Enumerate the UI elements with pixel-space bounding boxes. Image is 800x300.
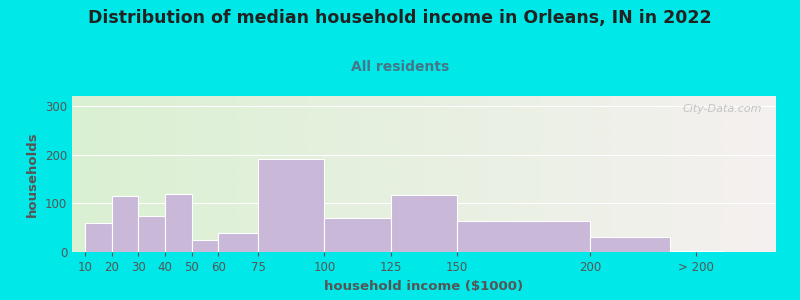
Bar xyxy=(458,221,590,252)
Text: All residents: All residents xyxy=(351,60,449,74)
Bar xyxy=(112,196,138,252)
Bar xyxy=(138,216,165,252)
Y-axis label: households: households xyxy=(26,131,39,217)
Bar xyxy=(165,194,191,252)
Bar xyxy=(86,223,112,252)
Bar xyxy=(390,195,458,252)
Bar xyxy=(590,237,670,252)
Bar xyxy=(218,233,258,252)
Text: Distribution of median household income in Orleans, IN in 2022: Distribution of median household income … xyxy=(88,9,712,27)
X-axis label: household income ($1000): household income ($1000) xyxy=(325,280,523,292)
Bar xyxy=(191,240,218,252)
Text: City-Data.com: City-Data.com xyxy=(682,104,762,114)
Bar xyxy=(258,159,324,252)
Bar xyxy=(670,250,723,252)
Bar xyxy=(324,218,390,252)
